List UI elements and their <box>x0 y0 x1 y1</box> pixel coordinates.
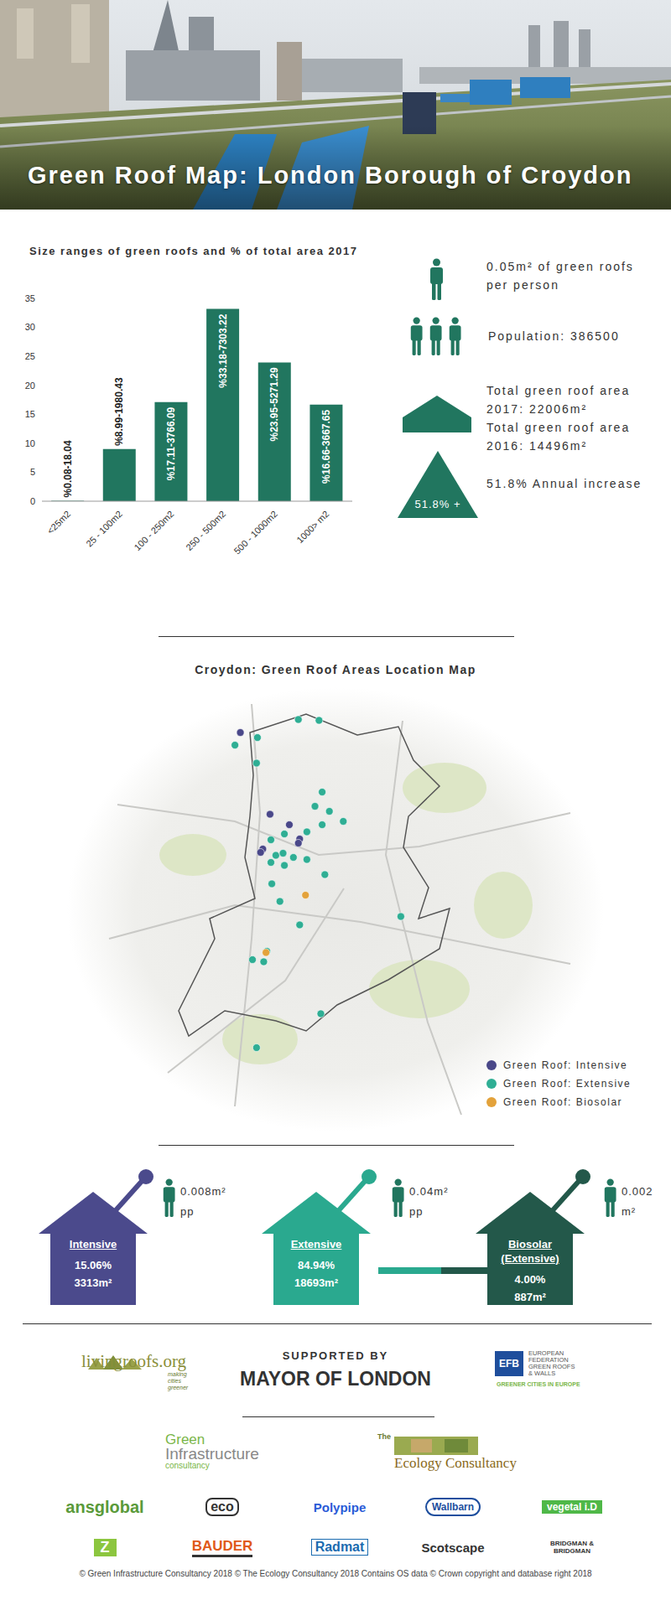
html-text:2016: 14496m²: 2016: 14496m² <box>486 439 588 453</box>
svg-text:10: 10 <box>25 438 36 449</box>
html-text:SUPPORTED BY: SUPPORTED BY <box>282 1350 389 1363</box>
html-text:887m²: 887m² <box>514 1291 546 1305</box>
html-text:15.06%: 15.06% <box>74 1259 112 1273</box>
html-text:per person: per person <box>486 278 560 292</box>
svg-text:500 - 1000m2: 500 - 1000m2 <box>231 509 279 557</box>
html-text:m²: m² <box>621 1206 636 1219</box>
html-text:Radmat: Radmat <box>315 1540 365 1556</box>
html-text:greener: greener <box>167 1385 188 1392</box>
html-text:MAYOR OF LONDON: MAYOR OF LONDON <box>239 1368 432 1391</box>
svg-text:250 - 500m2: 250 - 500m2 <box>183 509 228 553</box>
html-text:Green Roof Map: London Borough: Green Roof Map: London Borough of Croydo… <box>27 161 633 189</box>
svg-text:35: 35 <box>25 293 36 304</box>
html-text:livingroofs.org: livingroofs.org <box>81 1352 187 1373</box>
html-text:BRIDGMAN & BRIDGMAN: BRIDGMAN & BRIDGMAN <box>550 1540 594 1556</box>
html-text:© Green Infrastructure Consult: © Green Infrastructure Consultancy 2018 … <box>79 1570 592 1580</box>
html-text:Green Roof: Extensive: Green Roof: Extensive <box>503 1078 631 1091</box>
html-text:Total green roof area: Total green roof area <box>486 384 631 398</box>
html-text:84.94%: 84.94% <box>297 1259 335 1273</box>
html-text:51.8% Annual increase: 51.8% Annual increase <box>486 477 642 491</box>
html-text:Wallbarn: Wallbarn <box>431 1502 474 1514</box>
svg-text:15: 15 <box>25 409 36 420</box>
svg-text:%8.99-1980.43: %8.99-1980.43 <box>113 377 125 447</box>
html-text:Z: Z <box>100 1539 110 1557</box>
svg-text:%33.18-7303.22: %33.18-7303.22 <box>217 313 229 388</box>
html-text:pp: pp <box>409 1206 424 1219</box>
html-text:Polypipe: Polypipe <box>313 1500 366 1516</box>
html-text:18693m²: 18693m² <box>294 1277 339 1290</box>
html-text:& WALLS: & WALLS <box>528 1370 556 1379</box>
html-text:4.00%: 4.00% <box>514 1274 546 1287</box>
html-text:cities: cities <box>167 1378 182 1385</box>
html-text:Intensive: Intensive <box>69 1238 117 1252</box>
html-text:0.05m² of green roofs: 0.05m² of green roofs <box>486 260 635 274</box>
html-text:Total green roof area: Total green roof area <box>486 421 631 435</box>
html-text:Biosolar: Biosolar <box>508 1238 552 1252</box>
html-text:Population: 386500: Population: 386500 <box>488 329 620 344</box>
html-text:0.04m²: 0.04m² <box>409 1185 449 1199</box>
html-text:Extensive: Extensive <box>290 1238 342 1252</box>
html-text:Infrastructure: Infrastructure <box>165 1446 260 1464</box>
svg-text:20: 20 <box>25 380 36 391</box>
html-text:FEDERATION: FEDERATION <box>528 1357 569 1365</box>
svg-text:0: 0 <box>30 496 36 507</box>
html-text:Green Roof: Intensive: Green Roof: Intensive <box>503 1060 628 1072</box>
html-text:BAUDER: BAUDER <box>191 1538 253 1555</box>
html-text:EUROPEAN: EUROPEAN <box>528 1350 564 1358</box>
html-text:ansglobal: ansglobal <box>65 1498 145 1517</box>
html-text:3313m²: 3313m² <box>74 1277 112 1290</box>
html-text:making: making <box>167 1372 187 1379</box>
svg-text:30: 30 <box>25 322 36 333</box>
html-text:GREENER CITIES IN EUROPE: GREENER CITIES IN EUROPE <box>496 1382 581 1389</box>
svg-text:%16.66-3667.65: %16.66-3667.65 <box>320 409 333 484</box>
html-text:0.008m²: 0.008m² <box>180 1185 227 1199</box>
svg-text:25 - 100m2: 25 - 100m2 <box>83 509 125 550</box>
html-text:Croydon: Green Roof Areas Loca: Croydon: Green Roof Areas Location Map <box>194 663 477 677</box>
html-text:eco: eco <box>210 1500 234 1515</box>
html-text:Scotscape: Scotscape <box>421 1541 485 1556</box>
html-text:0.002: 0.002 <box>621 1185 653 1199</box>
html-text:vegetal i.D: vegetal i.D <box>546 1502 598 1514</box>
svg-text:<25m2: <25m2 <box>45 509 73 536</box>
html-text:The: The <box>377 1433 391 1442</box>
html-text:51.8% +: 51.8% + <box>414 498 461 511</box>
svg-text:100 - 250m2: 100 - 250m2 <box>131 509 176 553</box>
html-text:Green Roof: Biosolar: Green Roof: Biosolar <box>503 1097 623 1109</box>
svg-text:5: 5 <box>30 467 36 478</box>
svg-text:1000> m2: 1000> m2 <box>294 509 331 546</box>
html-text:Size ranges of green roofs and: Size ranges of green roofs and % of tota… <box>29 244 358 258</box>
svg-text:%23.95-5271.29: %23.95-5271.29 <box>268 367 281 442</box>
html-text:pp: pp <box>180 1206 195 1219</box>
svg-text:25: 25 <box>25 351 36 362</box>
html-text:EFB: EFB <box>499 1358 520 1371</box>
html-text:2017: 22006m²: 2017: 22006m² <box>486 402 588 417</box>
html-text:(Extensive): (Extensive) <box>500 1253 560 1266</box>
svg-text:%0.08-18.04: %0.08-18.04 <box>62 440 74 498</box>
html-text:consultancy: consultancy <box>165 1461 210 1472</box>
html-text:GREEN ROOFS: GREEN ROOFS <box>528 1363 575 1372</box>
html-text:Green: Green <box>165 1432 205 1449</box>
svg-text:%17.11-3766.09: %17.11-3766.09 <box>165 406 177 481</box>
html-text:Ecology Consultancy: Ecology Consultancy <box>394 1456 517 1473</box>
